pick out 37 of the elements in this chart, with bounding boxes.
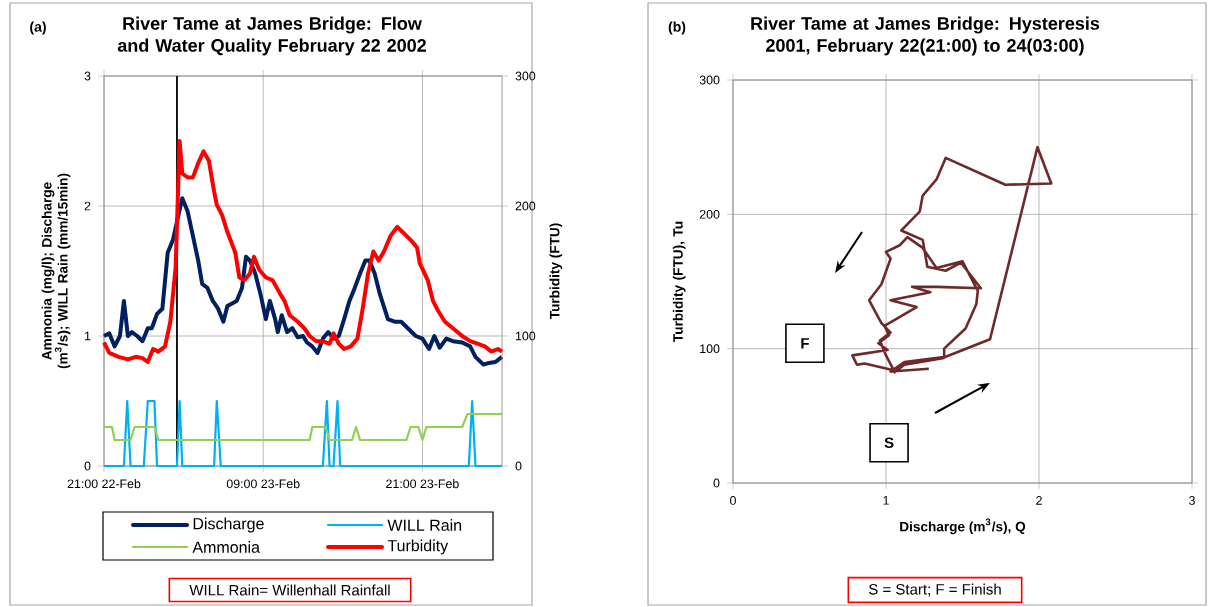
y-tick-label: 200 bbox=[699, 209, 720, 219]
y2-tick-label: 300 bbox=[515, 71, 536, 81]
y-tick-label: 300 bbox=[699, 75, 720, 85]
x-axis-title: Discharge (m$^{3}$/s), Q bbox=[900, 518, 1026, 535]
y-tick-label: 1 bbox=[85, 331, 91, 341]
legend-label: Discharge bbox=[193, 517, 264, 533]
y2-axis-title: Turbidity (FTU) bbox=[549, 223, 563, 320]
text: S = Start; F = Finish bbox=[869, 583, 1001, 597]
y-tick-label: 0 bbox=[84, 461, 91, 471]
x-tick-label: 21:00 22-Feb bbox=[67, 479, 141, 489]
y-tick-label: 2 bbox=[84, 201, 91, 211]
y2-tick-label: 200 bbox=[515, 201, 536, 211]
x-tick-label: 2 bbox=[1036, 496, 1042, 505]
text: WILL Rain= Willenhall Rainfall bbox=[189, 584, 390, 596]
legend-label: WILL Rain bbox=[387, 519, 462, 531]
legend-label: Turbidity bbox=[387, 539, 449, 555]
line-series bbox=[851, 145, 1053, 375]
y2-tick-label: 100 bbox=[515, 331, 536, 341]
x-tick-label: 09:00 23-Feb bbox=[226, 479, 300, 489]
text: (b) bbox=[668, 21, 686, 35]
x-tick-label: 1 bbox=[883, 496, 889, 505]
x-tick-label: 21:00 23-Feb bbox=[386, 479, 459, 489]
y-tick-label: 100 bbox=[700, 344, 720, 354]
line-series bbox=[102, 139, 504, 364]
text: (a) bbox=[30, 21, 46, 35]
chart-title: River Tame at James Bridge: Flow and Water Quality February 22 2002 bbox=[117, 16, 426, 56]
y-tick-label: 3 bbox=[84, 71, 91, 81]
y-axis-title: Ammonia (mg/l); Discharge (m$^{3}$/s); WILL Rain (mm/15min) bbox=[41, 173, 71, 369]
x-tick-label: 0 bbox=[730, 496, 736, 505]
chart-title: River Tame at James Bridge: Hysteresis 2001, February 22(21:00) to 24(03:00) bbox=[751, 16, 1100, 56]
legend-label: Ammonia bbox=[192, 541, 260, 553]
annotation: S bbox=[884, 437, 894, 449]
y-axis-title: Turbidity (FTU), Tu bbox=[672, 221, 686, 342]
y2-tick-label: 0 bbox=[515, 461, 522, 471]
line-series bbox=[102, 196, 504, 367]
annotation: F bbox=[801, 338, 809, 349]
x-tick-label: 3 bbox=[1189, 496, 1195, 505]
